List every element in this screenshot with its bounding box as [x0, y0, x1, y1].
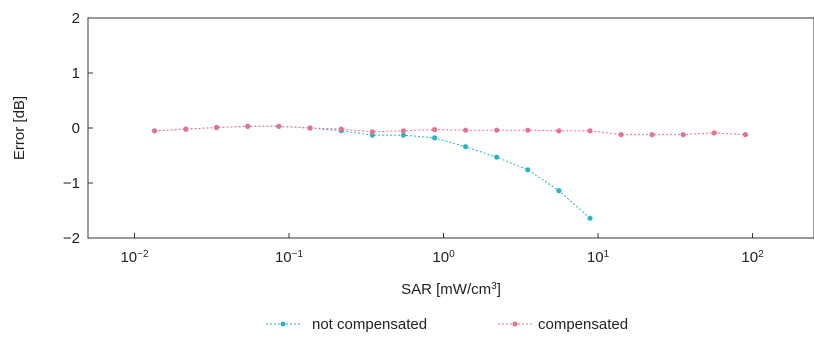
data-point-not-compensated	[587, 215, 593, 221]
series-line-not-compensated	[154, 125, 591, 219]
x-tick-label: 101	[587, 249, 610, 267]
y-axis: 2 1 0 −1 −2	[63, 10, 93, 247]
data-point-compensated	[711, 130, 717, 136]
data-point-compensated	[152, 128, 158, 134]
x-tick-label: 100	[432, 249, 455, 267]
y-tick-label: 1	[72, 65, 80, 82]
legend: not compensated compensated	[266, 316, 628, 333]
data-point-compensated	[276, 123, 282, 129]
y-tick-label: −1	[63, 175, 80, 192]
data-point-compensated	[400, 128, 406, 134]
plot-area-frame	[87, 17, 814, 239]
data-point-not-compensated	[463, 144, 469, 150]
legend-marker-compensated	[512, 321, 518, 327]
data-point-compensated	[307, 125, 313, 131]
data-point-not-compensated	[525, 167, 531, 173]
x-tick-label: 10−1	[275, 249, 304, 267]
legend-label-compensated: compensated	[538, 316, 628, 333]
data-point-compensated	[587, 128, 593, 134]
data-point-compensated	[618, 132, 624, 138]
legend-item-not-compensated: not compensated	[266, 316, 427, 333]
data-point-not-compensated	[400, 132, 406, 138]
data-point-compensated	[338, 126, 344, 132]
data-point-compensated	[556, 128, 562, 134]
y-tick-label: 0	[72, 120, 80, 137]
data-point-compensated	[494, 127, 500, 133]
data-point-compensated	[183, 126, 189, 132]
series-line-compensated	[154, 125, 746, 136]
legend-label-not-compensated: not compensated	[312, 316, 427, 333]
data-point-not-compensated	[494, 154, 500, 160]
x-tick-label: 10−2	[120, 249, 149, 267]
legend-item-compensated: compensated	[498, 316, 628, 333]
data-point-compensated	[245, 123, 251, 129]
series-layer	[152, 123, 749, 221]
data-point-compensated	[214, 124, 220, 131]
x-tick-label: 102	[741, 249, 764, 267]
x-axis: 10−2 10−1 100 101 102	[120, 233, 764, 266]
data-point-not-compensated	[432, 135, 438, 141]
data-point-compensated	[432, 127, 438, 133]
y-axis-label: Error [dB]	[11, 96, 28, 160]
y-tick-label: −2	[63, 230, 80, 247]
data-point-compensated	[649, 132, 655, 138]
data-point-compensated	[742, 132, 749, 138]
data-point-compensated	[369, 129, 375, 135]
data-point-not-compensated	[556, 188, 562, 194]
y-tick-label: 2	[72, 10, 80, 27]
data-point-compensated	[680, 132, 686, 138]
x-axis-label: SAR [mW/cm3]	[401, 281, 501, 299]
data-point-compensated	[525, 127, 531, 133]
data-point-compensated	[463, 127, 469, 133]
legend-marker-not-compensated	[280, 321, 286, 327]
